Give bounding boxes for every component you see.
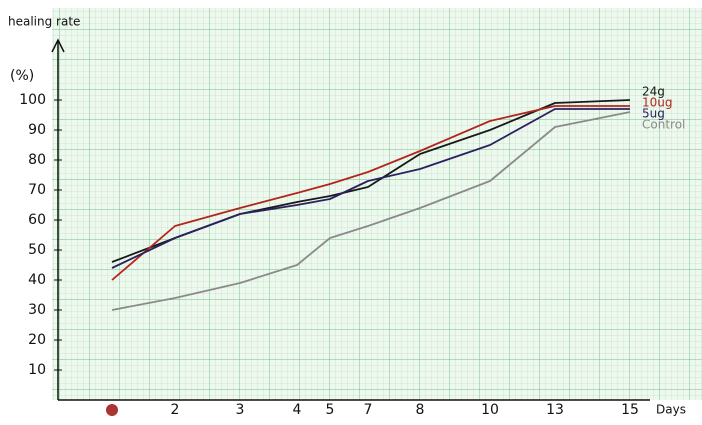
graph-paper-grid	[52, 8, 702, 400]
series-line	[111, 105, 630, 281]
x-axis-label: Days	[656, 403, 686, 417]
y-tick-label: 100	[19, 92, 46, 108]
legend-label: 10ug	[642, 96, 673, 110]
series-line	[111, 108, 630, 269]
y-tick-label: 70	[28, 182, 46, 198]
x-tick-label: 3	[236, 402, 245, 418]
x-tick-label: 10	[481, 402, 499, 418]
legend-label: 24g	[642, 85, 665, 99]
x-tick-label: 8	[416, 402, 425, 418]
x-tick-label: 2	[171, 402, 180, 418]
y-tick-label: 20	[28, 332, 46, 348]
y-tick-label: 80	[28, 152, 46, 168]
y-axis-label: healing rate	[8, 15, 80, 29]
y-axis-unit: (%)	[10, 68, 34, 84]
x-tick-label: 5	[326, 402, 335, 418]
x-tick-label: 7	[364, 402, 373, 418]
y-tick-label: 10	[28, 362, 46, 378]
y-arrow	[51, 38, 65, 53]
x-tick-label: 4	[293, 402, 302, 418]
ink-blot	[106, 404, 118, 416]
y-tick-label: 30	[28, 302, 46, 318]
y-tick-label: 50	[28, 242, 46, 258]
y-tick-label: 60	[28, 212, 46, 228]
legend-label: 5ug	[642, 107, 665, 121]
legend-label: Control	[642, 118, 685, 132]
y-tick-label: 40	[28, 272, 46, 288]
series-line	[111, 111, 631, 311]
x-tick-label: 15	[621, 402, 639, 418]
x-tick-label: 13	[546, 402, 564, 418]
y-tick-label: 90	[28, 122, 46, 138]
